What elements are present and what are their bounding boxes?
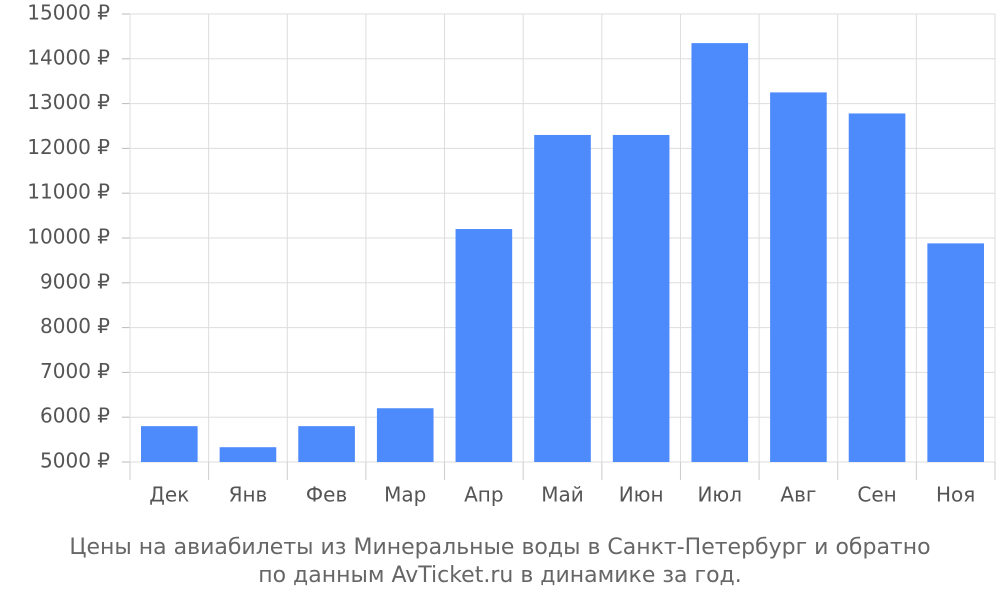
- x-tick-label: Авг: [780, 483, 816, 507]
- x-tick-label: Май: [541, 483, 584, 507]
- chart-title: по данным AvTicket.ru в динамике за год.: [258, 563, 742, 588]
- bar: [298, 426, 355, 462]
- y-tick-label: 6000 ₽: [40, 404, 110, 428]
- y-tick-label: 14000 ₽: [27, 45, 110, 69]
- bar: [534, 134, 591, 462]
- bar: [141, 426, 198, 462]
- y-tick-label: 15000 ₽: [27, 1, 110, 25]
- chart-title: Цены на авиабилеты из Минеральные воды в…: [69, 535, 930, 560]
- bar: [927, 243, 984, 462]
- bar: [219, 447, 277, 462]
- x-tick-label: Ноя: [936, 483, 975, 507]
- x-tick-label: Дек: [149, 483, 189, 507]
- bar: [848, 113, 906, 463]
- x-tick-label: Июл: [697, 483, 742, 507]
- y-tick-label: 11000 ₽: [27, 180, 110, 204]
- bar: [691, 43, 749, 463]
- x-tick-label: Мар: [384, 483, 426, 507]
- y-tick-label: 10000 ₽: [27, 225, 110, 249]
- y-tick-label: 5000 ₽: [40, 449, 110, 473]
- bar: [770, 92, 827, 463]
- y-tick-label: 9000 ₽: [40, 269, 110, 293]
- y-tick-label: 8000 ₽: [40, 314, 110, 338]
- bar: [376, 408, 434, 462]
- bar: [612, 134, 670, 462]
- x-tick-label: Июн: [619, 483, 664, 507]
- y-tick-label: 7000 ₽: [40, 359, 110, 383]
- bar: [455, 229, 513, 462]
- x-tick-label: Фев: [306, 483, 347, 507]
- y-tick-label: 13000 ₽: [27, 90, 110, 114]
- x-tick-label: Апр: [464, 483, 503, 507]
- y-tick-label: 12000 ₽: [27, 135, 110, 159]
- x-tick-label: Янв: [229, 483, 268, 507]
- x-tick-label: Сен: [857, 483, 896, 507]
